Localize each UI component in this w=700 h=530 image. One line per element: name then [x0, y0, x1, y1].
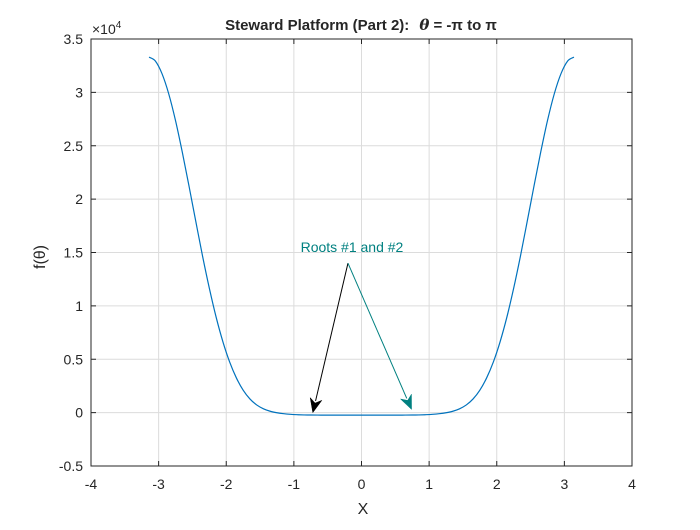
series-line	[148, 56, 575, 416]
y-tick-label: 1.5	[64, 245, 84, 261]
y-tick-label: 2.5	[64, 138, 84, 154]
x-tick-label: 3	[560, 476, 568, 492]
y-exponent-label: ×104	[92, 20, 122, 37]
annotation-arrow-head	[309, 396, 323, 414]
y-tick-label: 2	[75, 191, 83, 207]
annotation-arrow-head	[399, 393, 412, 411]
annotation-layer: Roots #1 and #2	[301, 239, 412, 414]
title-range: = -π to π	[429, 17, 497, 34]
y-tick-label: 1	[75, 298, 83, 314]
annotation-arrow-shaft	[315, 263, 349, 402]
y-tick-label: 3	[75, 84, 83, 100]
series-layer	[148, 56, 575, 416]
chart-title: Steward Platform (Part 2): θ = -π to π	[225, 16, 497, 34]
y-tick-label: 3.5	[64, 31, 84, 47]
x-tick-label: 0	[358, 476, 366, 492]
x-tick-label: 2	[493, 476, 501, 492]
x-tick-label: -3	[152, 476, 165, 492]
y-tick-label: 0	[75, 405, 83, 421]
x-tick-label: 4	[628, 476, 636, 492]
y-tick-label: -0.5	[59, 458, 83, 474]
annotation-arrow-shaft	[347, 262, 408, 399]
title-theta: θ	[419, 16, 429, 34]
y-axis-label: f(θ)	[32, 245, 49, 269]
y-tick-label: 0.5	[64, 351, 84, 367]
y-exponent-base: ×10	[92, 21, 116, 37]
tick-layer: -4 -3 -2 -1 0 1 2 3 4 -0.5 0 0.5 1 1.5 2 2.5 3 3.5	[59, 31, 636, 492]
x-tick-label: -1	[288, 476, 301, 492]
x-tick-label: -4	[85, 476, 98, 492]
annotation-label: Roots #1 and #2	[301, 239, 404, 255]
x-axis-label: X	[358, 501, 369, 518]
x-tick-label: 1	[425, 476, 433, 492]
y-exponent-power: 4	[116, 20, 122, 31]
title-text: Steward Platform (Part 2):	[225, 17, 409, 34]
x-tick-label: -2	[220, 476, 233, 492]
